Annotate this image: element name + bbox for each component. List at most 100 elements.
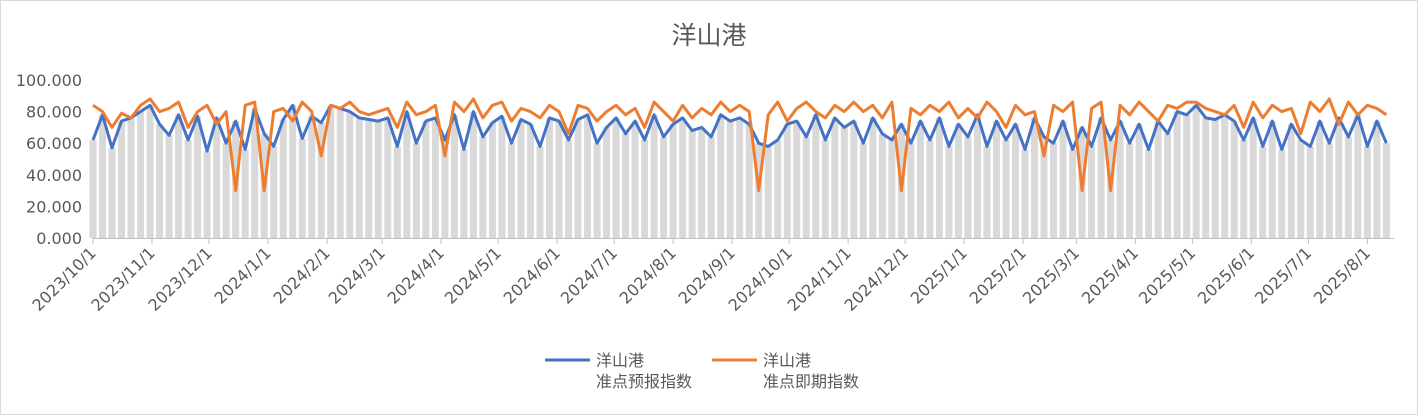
background-bar xyxy=(1173,111,1181,238)
background-bar xyxy=(1097,117,1105,238)
background-bar xyxy=(251,108,259,238)
background-bar xyxy=(1335,117,1343,238)
y-tick-label: 40.000 xyxy=(26,166,82,185)
background-bar xyxy=(783,124,791,238)
y-tick-label: 20.000 xyxy=(26,197,82,216)
background-bar xyxy=(308,116,316,238)
background-bar xyxy=(403,111,411,238)
legend-label: 洋山港 xyxy=(763,351,811,370)
background-bar xyxy=(146,105,154,238)
background-bar xyxy=(431,117,439,238)
chart-title: 洋山港 xyxy=(671,21,746,50)
background-bar xyxy=(926,140,934,238)
background-bar xyxy=(593,143,601,238)
background-bar xyxy=(1183,114,1191,238)
background-bar xyxy=(175,114,183,238)
background-bar xyxy=(584,114,592,238)
background-bar xyxy=(545,117,553,238)
background-bar xyxy=(1135,124,1143,238)
background-bar xyxy=(298,138,306,238)
background-bar xyxy=(1221,114,1229,238)
background-bar xyxy=(374,121,382,238)
background-bar xyxy=(441,140,449,238)
background-bar xyxy=(127,117,135,238)
background-bar xyxy=(1154,121,1162,238)
background-bar xyxy=(270,146,278,238)
background-bar xyxy=(1126,143,1134,238)
background-bar xyxy=(1344,136,1352,238)
background-bar xyxy=(327,105,335,238)
background-bar xyxy=(679,117,687,238)
background-bar xyxy=(745,124,753,238)
background-bar xyxy=(336,108,344,238)
background-bar xyxy=(1287,124,1295,238)
background-bar xyxy=(99,114,107,238)
background-bar xyxy=(1021,149,1029,238)
background-bar xyxy=(517,119,525,238)
background-bar xyxy=(565,140,573,238)
background-bar xyxy=(137,111,145,238)
background-bar xyxy=(1059,121,1067,238)
background-bar xyxy=(888,140,896,238)
background-bar xyxy=(469,111,477,238)
background-bar xyxy=(507,143,515,238)
background-bar xyxy=(156,124,164,238)
background-bar xyxy=(859,143,867,238)
background-bar xyxy=(460,149,468,238)
background-bar xyxy=(821,140,829,238)
background-bar xyxy=(203,151,211,238)
background-bar xyxy=(555,121,563,238)
background-bar xyxy=(935,117,943,238)
background-bar xyxy=(850,121,858,238)
background-bar xyxy=(1249,117,1257,238)
background-bar xyxy=(89,140,97,238)
background-bar xyxy=(1116,121,1124,238)
background-bar xyxy=(1278,149,1286,238)
background-bar xyxy=(526,124,534,238)
background-bar xyxy=(840,127,848,238)
background-bar xyxy=(1202,117,1210,238)
background-bar xyxy=(118,121,126,238)
background-bar xyxy=(869,117,877,238)
background-bar xyxy=(1373,121,1381,238)
background-bar xyxy=(317,122,325,238)
series-lines xyxy=(91,97,1388,193)
background-bar xyxy=(736,117,744,238)
background-bar xyxy=(954,124,962,238)
background-bar xyxy=(574,119,582,238)
background-bar xyxy=(194,116,202,238)
background-bar xyxy=(1031,117,1039,238)
background-bar xyxy=(964,136,972,238)
background-bar xyxy=(812,114,820,238)
background-bar xyxy=(631,121,639,238)
background-bar xyxy=(802,136,810,238)
background-bar xyxy=(412,143,420,238)
background-bar xyxy=(707,136,715,238)
background-bar xyxy=(1164,133,1172,238)
background-bars xyxy=(89,105,1390,238)
background-bar xyxy=(1211,119,1219,238)
background-bar xyxy=(793,121,801,238)
background-bar xyxy=(1297,140,1305,238)
background-bar xyxy=(688,130,696,238)
background-bar xyxy=(450,114,458,238)
background-bar xyxy=(603,127,611,238)
background-bar xyxy=(1354,114,1362,238)
y-tick-label: 60.000 xyxy=(26,134,82,153)
background-bar xyxy=(1240,140,1248,238)
background-bar xyxy=(660,136,668,238)
background-bar xyxy=(422,121,430,238)
background-bar xyxy=(698,127,706,238)
spot-index-line xyxy=(92,97,1388,193)
background-bar xyxy=(1382,143,1390,238)
background-bar xyxy=(165,135,173,238)
background-bar xyxy=(222,143,230,238)
background-bar xyxy=(1011,124,1019,238)
background-bar xyxy=(945,146,953,238)
background-bar xyxy=(1230,121,1238,238)
y-tick-label: 0.000 xyxy=(36,229,82,248)
